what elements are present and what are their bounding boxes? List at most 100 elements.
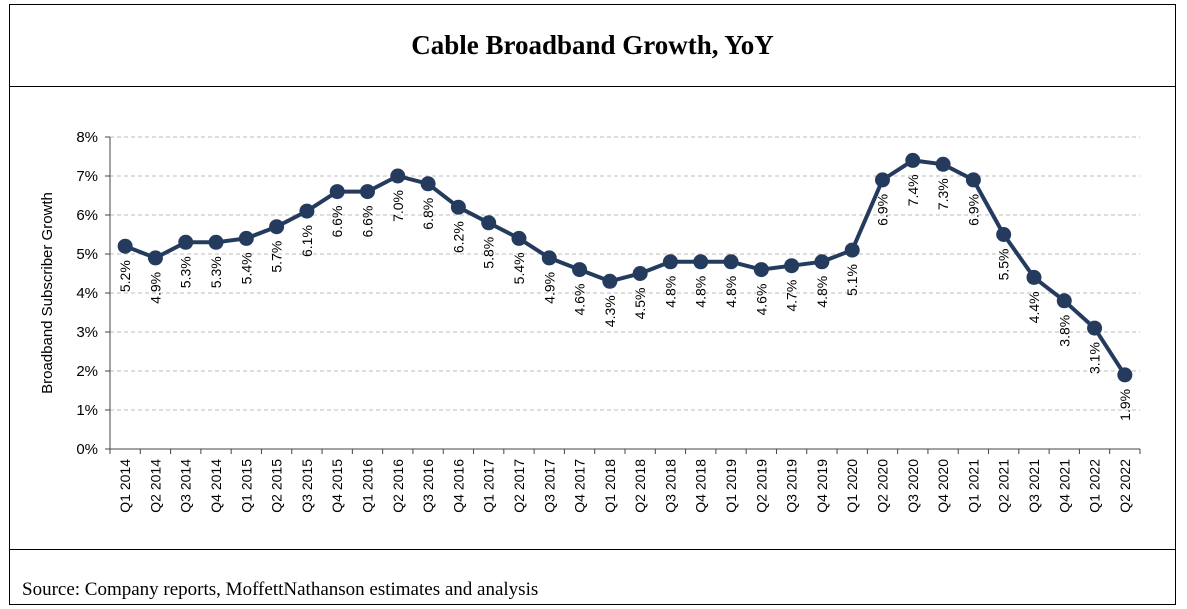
data-point xyxy=(935,156,951,172)
x-tick-label: Q3 2014 xyxy=(178,459,194,513)
data-label: 5.3% xyxy=(208,256,224,288)
data-point xyxy=(662,254,678,270)
y-tick-label: 4% xyxy=(76,285,98,302)
x-tick-label: Q2 2015 xyxy=(269,459,285,513)
data-label: 4.3% xyxy=(602,295,618,327)
data-label: 4.6% xyxy=(572,284,588,316)
x-tick-label: Q3 2018 xyxy=(662,459,678,513)
data-point xyxy=(178,234,194,250)
x-tick-label: Q2 2017 xyxy=(511,459,527,513)
data-point xyxy=(602,273,618,289)
data-label: 5.3% xyxy=(178,256,194,288)
x-tick-label: Q4 2019 xyxy=(814,459,830,513)
data-label: 7.4% xyxy=(905,174,921,206)
y-tick-label: 2% xyxy=(76,363,98,380)
data-point xyxy=(147,250,163,266)
x-tick-label: Q2 2018 xyxy=(632,459,648,513)
data-point xyxy=(965,172,981,188)
data-point xyxy=(450,199,466,215)
x-tick-label: Q1 2021 xyxy=(965,459,981,513)
x-tick-label: Q1 2015 xyxy=(238,459,254,513)
data-point xyxy=(390,168,406,184)
data-label: 5.5% xyxy=(996,249,1012,281)
x-tick-label: Q4 2014 xyxy=(208,459,224,513)
x-tick-label: Q3 2016 xyxy=(420,459,436,513)
data-point xyxy=(875,172,890,188)
data-label: 5.4% xyxy=(511,252,527,284)
data-label: 4.9% xyxy=(541,272,557,304)
line-chart: 0% 1% 2% 3% 4% 5% 6% 7% 8% Broadband Subscriber G… xyxy=(39,129,1141,513)
x-tick-label: Q1 2017 xyxy=(481,459,497,513)
x-tick-label: Q4 2021 xyxy=(1056,459,1072,513)
data-label: 5.4% xyxy=(238,252,254,284)
x-tick-label: Q1 2020 xyxy=(844,459,860,513)
data-point xyxy=(814,254,830,270)
data-point xyxy=(238,230,254,246)
data-point xyxy=(905,152,921,168)
data-point xyxy=(693,254,709,270)
data-label: 4.9% xyxy=(147,272,163,304)
data-point xyxy=(1056,293,1072,309)
y-tick-label: 8% xyxy=(76,129,98,146)
y-tick-label: 6% xyxy=(76,207,98,224)
x-tick-label: Q2 2019 xyxy=(753,459,769,513)
x-tick-label: Q1 2014 xyxy=(117,459,133,513)
data-label: 5.2% xyxy=(117,260,133,292)
x-tick-label: Q4 2020 xyxy=(935,459,951,513)
data-label: 4.6% xyxy=(753,284,769,316)
data-label: 3.8% xyxy=(1056,315,1072,347)
chart-title: Cable Broadband Growth, YoY xyxy=(411,30,774,60)
chart-frame: Cable Broadband Growth, YoY 0% 1% 2% 3% 4% 5%… xyxy=(9,4,1176,605)
data-label: 6.9% xyxy=(965,194,981,226)
title-band: Cable Broadband Growth, YoY xyxy=(10,5,1175,87)
data-point xyxy=(481,215,497,231)
x-tick-label: Q3 2020 xyxy=(905,459,921,513)
y-tick-label: 5% xyxy=(76,246,98,263)
y-axis-title: Broadband Subscriber Growth xyxy=(39,192,56,394)
data-point xyxy=(541,250,557,266)
data-point xyxy=(511,230,527,246)
data-point xyxy=(360,184,375,200)
x-tick-label: Q4 2016 xyxy=(450,459,466,513)
x-tick-label: Q1 2019 xyxy=(723,459,739,513)
x-tick-label: Q3 2015 xyxy=(299,459,315,513)
data-label: 4.5% xyxy=(632,288,648,320)
data-point xyxy=(996,227,1012,242)
chart-area: 0% 1% 2% 3% 4% 5% 6% 7% 8% Broadband Subscriber G… xyxy=(10,87,1175,550)
data-label: 7.0% xyxy=(390,190,406,222)
x-tick-label: Q3 2021 xyxy=(1026,459,1042,513)
y-tick-label: 3% xyxy=(76,324,98,341)
y-tick-label: 7% xyxy=(76,168,98,185)
data-point xyxy=(784,258,800,274)
data-label: 5.8% xyxy=(481,237,497,269)
data-point xyxy=(723,254,739,270)
y-tick-label: 1% xyxy=(76,402,98,419)
data-label: 7.3% xyxy=(935,178,951,210)
data-point xyxy=(299,203,315,219)
x-tick-label: Q2 2016 xyxy=(390,459,406,513)
data-label: 4.4% xyxy=(1026,291,1042,323)
data-point xyxy=(1117,367,1133,383)
x-tick-label: Q2 2022 xyxy=(1117,459,1133,513)
data-label: 1.9% xyxy=(1117,389,1133,421)
x-tick-label: Q2 2020 xyxy=(875,459,891,513)
x-tick-label: Q2 2014 xyxy=(147,459,163,513)
data-point xyxy=(208,234,224,250)
data-label: 6.6% xyxy=(360,206,376,238)
x-tick-label: Q2 2021 xyxy=(996,459,1012,513)
data-label: 4.8% xyxy=(814,276,830,308)
data-point xyxy=(420,176,436,192)
data-label: 5.1% xyxy=(844,264,860,296)
y-tick-label: 0% xyxy=(76,441,98,458)
data-point xyxy=(1087,320,1103,336)
data-label: 4.8% xyxy=(723,276,739,308)
data-label: 6.6% xyxy=(329,206,345,238)
x-tick-label: Q3 2019 xyxy=(784,459,800,513)
data-point xyxy=(1026,269,1042,285)
x-tick-label: Q4 2017 xyxy=(572,459,588,513)
data-point xyxy=(753,262,769,278)
data-label: 6.1% xyxy=(299,225,315,257)
data-point xyxy=(572,262,588,278)
data-point xyxy=(329,184,345,200)
data-point xyxy=(632,266,648,281)
